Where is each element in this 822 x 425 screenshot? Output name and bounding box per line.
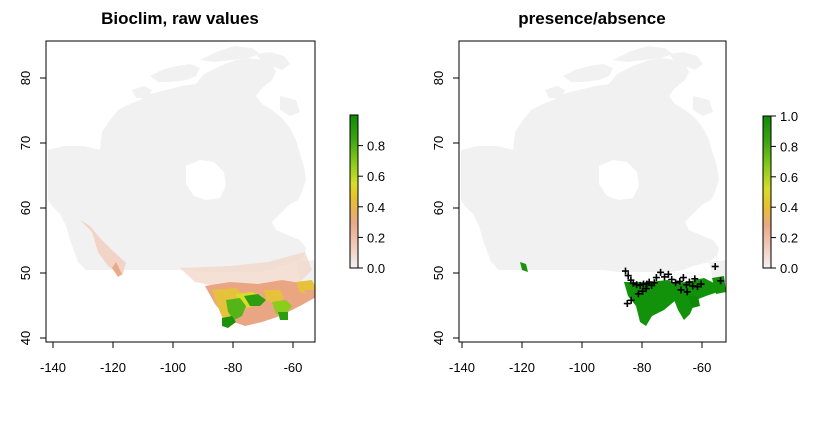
hudson-bay: [599, 160, 639, 200]
presence-point: [639, 287, 647, 295]
presence-point: [676, 277, 684, 285]
y-axis: 40 50 60 70 80: [18, 71, 47, 345]
presence-point: [661, 273, 668, 281]
presence-point: [668, 276, 676, 283]
presence-point: [650, 279, 658, 287]
canada-landmass: [48, 46, 315, 292]
legend-tick-label: 0.6: [780, 170, 798, 185]
presence-point: [623, 300, 631, 308]
presence-point: [642, 285, 650, 293]
y-tick-label: 80: [431, 71, 446, 85]
legend-tick-label: 1.0: [780, 109, 798, 124]
x-axis: -140 -120 -100 -80 -60: [449, 341, 712, 375]
y-tick-label: 50: [18, 266, 33, 280]
land-polygon: [256, 52, 290, 70]
x-tick-label: -60: [284, 360, 303, 375]
x-tick-label: -100: [160, 360, 186, 375]
presence-point: [694, 283, 701, 291]
y-tick-label: 50: [431, 266, 446, 280]
canada-landmass: [461, 46, 726, 292]
land-polygon: [48, 58, 306, 272]
land-polygon: [150, 64, 200, 82]
presence-point: [657, 268, 665, 276]
legend-tick-label: 0.0: [367, 261, 385, 276]
x-axis: -140 -120 -100 -80 -60: [40, 341, 303, 375]
presence-point: [677, 286, 685, 294]
panel-title: Bioclim, raw values: [101, 9, 259, 28]
legend-tick-label: 0.6: [367, 169, 385, 184]
panel-presence-absence: presence/absence -140 -120 -100 -80 -60 40 50…: [431, 9, 798, 375]
x-tick-label: -60: [693, 360, 712, 375]
canada-map-binary: [461, 46, 726, 326]
presence-point: [627, 296, 635, 304]
presence-point: [636, 281, 644, 289]
presence-point: [634, 290, 642, 298]
legend-tick-label: 0.4: [367, 200, 385, 215]
land-polygon: [280, 96, 300, 116]
presence-point: [624, 272, 632, 280]
presence-point: [683, 288, 691, 296]
presence-point: [622, 267, 629, 275]
legend-tick-label: 0.0: [780, 261, 798, 276]
presence-point: [652, 274, 660, 282]
land-polygon: [563, 64, 613, 82]
panel-title: presence/absence: [518, 9, 665, 28]
land-polygon: [693, 96, 713, 116]
land-polygon: [599, 198, 643, 234]
presence-points: [622, 263, 725, 308]
legend-tick-label: 0.2: [367, 230, 385, 245]
presence-point: [685, 278, 693, 286]
presence-point: [672, 279, 680, 287]
presence-point: [679, 274, 687, 282]
x-tick-label: -140: [449, 360, 475, 375]
hudson-bay: [186, 160, 226, 200]
suitability-layer: [80, 220, 315, 328]
legend-tick-label: 0.2: [780, 231, 798, 246]
legend-tick-label: 0.4: [780, 200, 798, 215]
y-tick-label: 40: [431, 331, 446, 345]
x-tick-label: -100: [569, 360, 595, 375]
x-tick-label: -140: [40, 360, 66, 375]
y-tick-label: 70: [18, 136, 33, 150]
legend-tick-label: 0.8: [367, 139, 385, 154]
canada-map-raw: [48, 46, 315, 328]
legend-tick-label: 0.8: [780, 139, 798, 154]
panel-bioclim: Bioclim, raw values: [18, 9, 385, 375]
land-polygon: [200, 46, 260, 62]
land-polygon: [669, 52, 703, 70]
y-tick-label: 70: [431, 136, 446, 150]
x-tick-label: -80: [224, 360, 243, 375]
land-polygon: [545, 86, 565, 98]
x-tick-label: -120: [509, 360, 535, 375]
presence-point: [664, 270, 672, 278]
presence-point: [711, 263, 719, 270]
land-polygon: [461, 58, 719, 272]
y-tick-label: 60: [431, 201, 446, 215]
legend-colorbar: 0.0 0.2 0.4 0.6 0.8 1.0: [762, 109, 798, 276]
land-polygon: [186, 198, 230, 234]
x-tick-label: -120: [100, 360, 126, 375]
y-tick-label: 60: [18, 201, 33, 215]
presence-point: [717, 277, 725, 285]
legend-colorbar: 0.0 0.2 0.4 0.6 0.8: [349, 114, 385, 276]
presence-point: [691, 275, 699, 283]
presence-point: [629, 279, 637, 287]
y-tick-label: 40: [18, 331, 33, 345]
land-polygon: [613, 46, 673, 62]
land-polygon: [132, 86, 152, 98]
y-axis: 40 50 60 70 80: [431, 71, 460, 345]
y-tick-label: 80: [18, 71, 33, 85]
x-tick-label: -80: [633, 360, 652, 375]
presence-point: [697, 280, 705, 288]
